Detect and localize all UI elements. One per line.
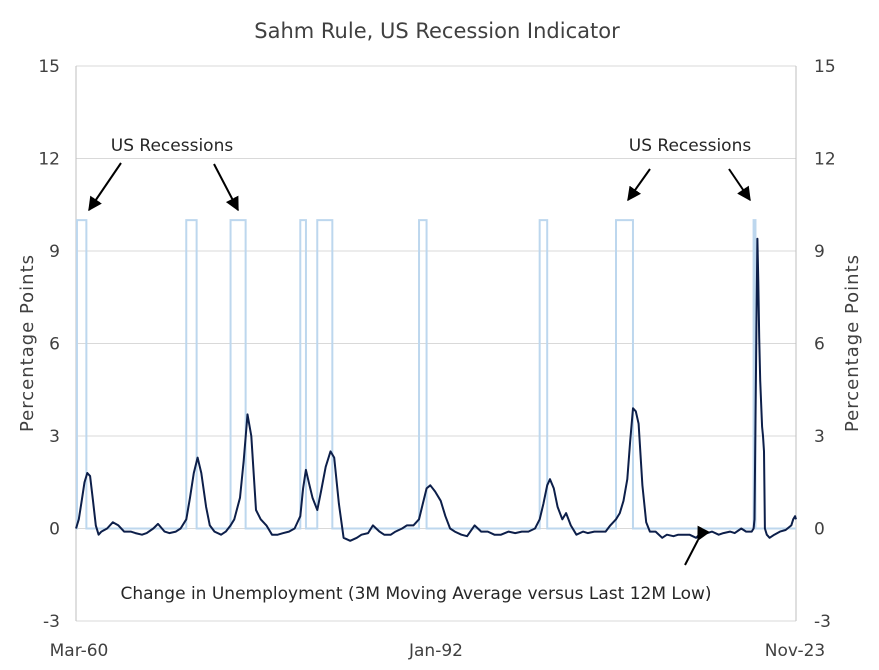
y-tick-label-left: 9 — [49, 242, 60, 262]
recession-indicator-line — [75, 219, 796, 530]
right-y-tick-labels: -3 0 3 6 9 12 15 — [814, 57, 836, 632]
annotation-change-in-unemployment: Change in Unemployment (3M Moving Averag… — [120, 584, 711, 604]
y-tick-label-right: 12 — [814, 150, 836, 170]
left-y-tick-labels: -3 0 3 6 9 12 15 — [38, 57, 60, 632]
chart-title: Sahm Rule, US Recession Indicator — [254, 19, 620, 43]
arrow-recession-1960 — [88, 162, 122, 212]
y-tick-label-left: 0 — [49, 520, 60, 540]
y-tick-label-left: 15 — [38, 57, 60, 77]
annotation-recessions-left: US Recessions — [111, 136, 234, 156]
x-tick-label: Jan-92 — [408, 641, 463, 661]
arrow-recession-2007 — [627, 168, 651, 202]
y-tick-label-right: -3 — [814, 612, 831, 632]
y-tick-label-right: 3 — [814, 427, 825, 447]
annotation-recessions-right: US Recessions — [629, 136, 752, 156]
y-tick-label-left: 6 — [49, 335, 60, 355]
arrow-unemployment-series — [684, 525, 711, 566]
arrow-recession-1973 — [213, 163, 239, 212]
arrow-recession-2020 — [728, 168, 751, 202]
right-y-axis-label: Percentage Points — [842, 254, 863, 432]
y-tick-label-right: 15 — [814, 57, 836, 77]
x-tick-label: Mar-60 — [50, 641, 109, 661]
y-tick-label-left: -3 — [43, 612, 60, 632]
x-tick-labels: Mar-60 Jan-92 Nov-23 — [50, 641, 826, 661]
x-tick-label: Nov-23 — [765, 641, 826, 661]
sahm-rule-line — [75, 237, 797, 542]
y-tick-label-right: 0 — [814, 520, 825, 540]
y-tick-label-right: 6 — [814, 335, 825, 355]
y-tick-label-left: 3 — [49, 427, 60, 447]
y-tick-label-left: 12 — [38, 150, 60, 170]
left-y-axis-label: Percentage Points — [17, 254, 38, 432]
annotation-arrows — [88, 162, 751, 566]
y-tick-label-right: 9 — [814, 242, 825, 262]
series-layer — [75, 219, 797, 542]
